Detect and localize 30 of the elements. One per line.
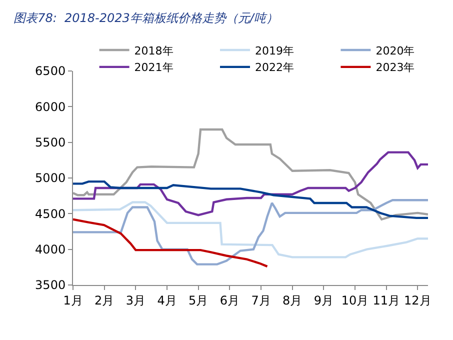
x-tick-label: 9月 (314, 293, 334, 308)
x-tick-label: 3月 (126, 293, 146, 308)
y-tick-label: 5500 (35, 136, 66, 150)
legend-label: 2020年 (376, 44, 415, 58)
chart-title: 图表78: 2018-2023年箱板纸价格走势（元/吨） (14, 11, 278, 25)
legend-label: 2018年 (134, 44, 174, 58)
y-tick-label: 4000 (35, 242, 66, 257)
legend-label: 2022年 (255, 61, 294, 74)
line-series (73, 128, 428, 220)
line-series (73, 151, 428, 216)
line-series (73, 218, 268, 268)
x-tick-label: 10月 (341, 293, 369, 308)
x-tick-label: 7月 (251, 293, 271, 308)
y-tick-label: 5000 (35, 171, 66, 186)
y-tick-label: 4500 (35, 206, 66, 221)
legend-label: 2023年 (376, 61, 415, 74)
y-tick-label: 6000 (35, 100, 66, 114)
line-series (73, 180, 428, 220)
x-tick-label: 4月 (157, 293, 177, 308)
legend-label: 2019年 (255, 44, 294, 58)
x-tick-label: 8月 (282, 293, 302, 308)
x-tick-label: 11月 (372, 293, 400, 308)
x-tick-label: 12月 (404, 293, 432, 308)
y-tick-label: 6500 (35, 64, 66, 78)
y-tick-label: 3500 (35, 278, 66, 292)
x-tick-label: 1月 (63, 293, 83, 308)
x-tick-label: 6月 (220, 293, 240, 308)
x-tick-label: 5月 (188, 293, 208, 308)
legend-label: 2021年 (134, 61, 174, 74)
x-tick-label: 2月 (94, 293, 114, 308)
